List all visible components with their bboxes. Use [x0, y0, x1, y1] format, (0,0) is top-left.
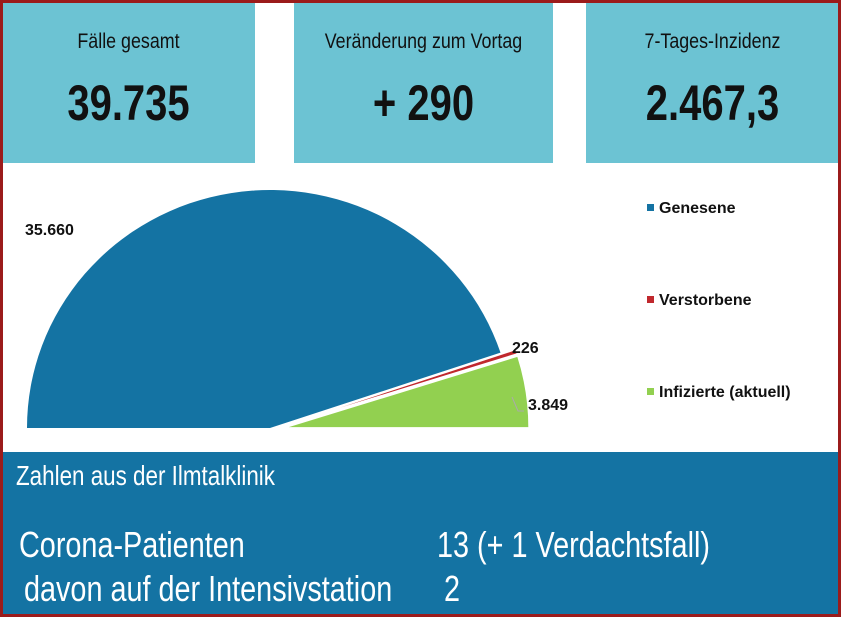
data-label: 35.660 [25, 222, 74, 239]
half-pie-chart: 35.660 Genesene 226 Verstorbene 3.849 Infizie… [25, 190, 791, 429]
kpi-value: + 290 [372, 75, 475, 131]
legend-swatch [647, 296, 654, 303]
legend-swatch [647, 388, 654, 395]
legend-swatch [647, 204, 654, 211]
leader-line [511, 396, 524, 412]
legend-label: Infizierte (aktuell) [659, 384, 791, 401]
clinic-panel: Zahlen aus der Ilmtalklinik Corona-Patie… [2, 452, 839, 615]
kpi-change: Veränderung zum Vortag + 290 [294, 2, 553, 163]
kpi-incidence: 7-Tages-Inzidenz 2.467,3 [586, 2, 839, 163]
kpi-value: 39.735 [67, 75, 190, 131]
pie-slice-2 [285, 355, 530, 429]
pie-slice-1 [285, 349, 518, 426]
clinic-title: Zahlen aus der Ilmtalklinik [16, 460, 275, 491]
row-value: 13 (+ 1 Verdachtsfall) [437, 524, 710, 565]
kpi-total-cases: Fälle gesamt 39.735 [2, 2, 255, 163]
row-value: 2 [444, 568, 461, 609]
legend-label: Verstorbene [659, 292, 752, 309]
pie-slice-0 [27, 190, 501, 428]
kpi-label: Veränderung zum Vortag [324, 30, 523, 53]
legend-label: Genesene [659, 200, 736, 217]
data-label: 226 [512, 340, 539, 357]
row-label: Corona-Patienten [19, 524, 245, 565]
kpi-value: 2.467,3 [645, 75, 780, 131]
kpi-label: Fälle gesamt [77, 30, 180, 53]
kpi-label: 7-Tages-Inzidenz [644, 30, 781, 53]
row-label: davon auf der Intensivstation [24, 568, 393, 609]
data-label: 3.849 [528, 397, 568, 414]
